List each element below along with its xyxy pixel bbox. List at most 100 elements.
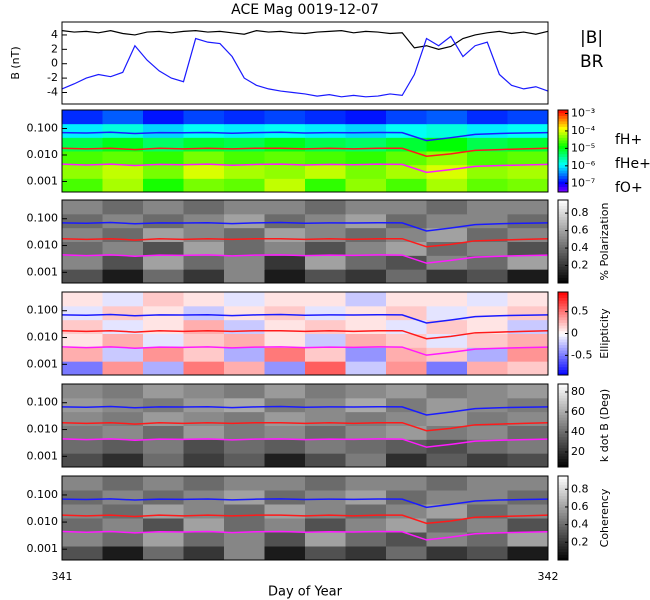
colorbar-step [558, 263, 568, 267]
colorbar-tick-label: 20 [571, 445, 585, 458]
colorbar-step [558, 255, 568, 259]
colorbar-step [558, 316, 568, 321]
heatmap-cell [386, 425, 427, 440]
heatmap-cell [426, 227, 468, 242]
heatmap-cell [264, 490, 306, 505]
heatmap-cell [143, 333, 184, 348]
heatmap-cell [345, 532, 387, 547]
colorbar-tick-label: 10⁻³ [571, 106, 595, 119]
colorbar-step [558, 140, 568, 144]
heatmap-cell [264, 397, 306, 413]
heatmap-cell [62, 213, 103, 229]
y-tick-label: 0.010 [27, 239, 59, 252]
y-tick-label: -4 [47, 85, 58, 98]
colorbar-step [558, 428, 568, 432]
heatmap-cell [224, 305, 265, 321]
heatmap-cell [264, 384, 306, 399]
colorbar-step [558, 352, 568, 357]
heatmap-cell [426, 305, 468, 321]
colorbar-step [558, 557, 568, 561]
heatmap-cell [143, 347, 184, 362]
gyrofrequency-line [61, 530, 549, 541]
heatmap-cell [62, 490, 103, 505]
heatmap-cell [102, 347, 144, 362]
heatmap-cell [345, 305, 387, 321]
colorbar-step [558, 186, 568, 190]
colorbar-step [558, 305, 568, 310]
heatmap-cell [345, 110, 387, 125]
heatmap-cell [507, 490, 549, 505]
colorbar-step [558, 258, 568, 262]
colorbar-step [558, 408, 568, 413]
heatmap-cell [386, 200, 427, 215]
colorbar-step [558, 126, 568, 130]
colorbar-step [558, 444, 568, 449]
colorbar-step [558, 219, 568, 223]
gyrofrequency-line [61, 438, 549, 448]
heatmap-cell [305, 518, 346, 533]
heatmap-cell [264, 453, 306, 468]
colorbar-step [558, 115, 568, 119]
y-tick-label: 0 [51, 57, 58, 70]
y-tick-label: 0.100 [27, 122, 59, 135]
heatmap-cell [507, 518, 549, 533]
heatmap-cell [264, 546, 306, 561]
colorbar-step [558, 181, 568, 185]
colorbar-step [558, 395, 568, 399]
heatmap-cell [143, 305, 184, 321]
heatmap-cell [467, 178, 508, 193]
heatmap-cell [224, 518, 265, 533]
colorbar-step [558, 120, 568, 125]
colorbar-step [558, 327, 568, 332]
colorbar-step [558, 164, 568, 168]
colorbar-step [558, 227, 568, 231]
colorbar-tick-label: 0.8 [571, 206, 589, 219]
heatmap-cell [386, 269, 427, 284]
heatmap-cell [224, 347, 265, 362]
heatmap-cell [62, 151, 103, 166]
heatmap-cell [183, 546, 225, 561]
colorbar-step [558, 336, 568, 340]
colorbar-step [558, 461, 568, 465]
panel-frame [61, 383, 549, 468]
heatmap-cell [305, 439, 346, 454]
colorbar-step [558, 260, 568, 265]
colorbar-step [558, 319, 568, 323]
colorbar-label: % Polarization [598, 203, 611, 281]
colorbar-step [558, 512, 568, 516]
heatmap-cell [305, 255, 346, 270]
heatmap-cell [264, 178, 306, 193]
colorbar-step [558, 277, 568, 281]
colorbar-step [558, 151, 568, 155]
colorbar-step [558, 529, 568, 533]
heatmap-cell [467, 319, 508, 334]
heatmap-cell [426, 213, 468, 229]
colorbar-step [558, 280, 568, 284]
heatmap-cell [62, 347, 103, 362]
heatmap-cell [345, 476, 387, 491]
heatmap-cell [102, 546, 144, 561]
gyrofrequency-line [61, 313, 549, 324]
heatmap-cell [386, 292, 427, 307]
heatmap-cell [467, 110, 508, 125]
heatmap-cell [183, 490, 225, 505]
heatmap-cell [224, 151, 265, 166]
heatmap-cell [264, 292, 306, 307]
heatmap-cell [224, 425, 265, 440]
heatmap-cell [345, 546, 387, 561]
colorbar-step [558, 447, 568, 451]
series-line [61, 35, 549, 98]
heatmap-cell [183, 123, 225, 138]
heatmap-cell [264, 333, 306, 348]
panel-frame [61, 199, 549, 284]
heatmap-cell [264, 439, 306, 454]
heatmap-cell [62, 269, 103, 284]
colorbar-step [558, 397, 568, 402]
colorbar-step [558, 183, 568, 188]
colorbar-step [558, 358, 568, 362]
colorbar-step [558, 303, 568, 307]
heatmap-cell [345, 255, 387, 270]
heatmap-cell [507, 347, 549, 362]
colorbar-step [558, 506, 568, 511]
heatmap-cell [305, 384, 346, 399]
